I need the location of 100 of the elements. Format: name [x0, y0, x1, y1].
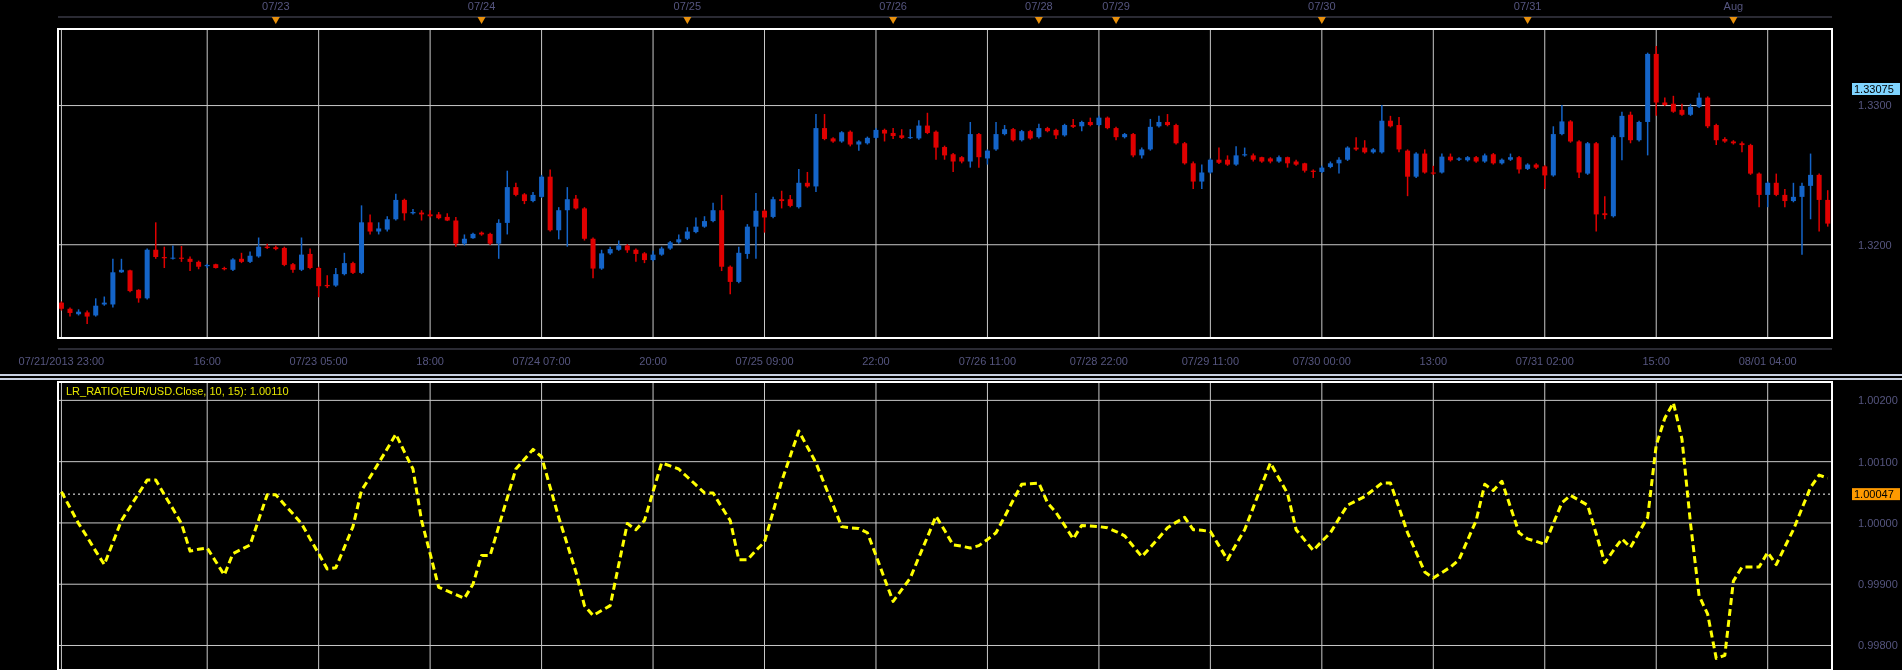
candlestick — [1413, 151, 1419, 179]
candlestick — [1190, 160, 1196, 190]
candlestick — [1756, 171, 1762, 208]
candlestick — [822, 113, 828, 141]
x-tick-label: 15:00 — [1642, 355, 1670, 367]
candlestick — [727, 264, 733, 295]
candlestick — [401, 197, 407, 222]
x-tick-label: 07/26 11:00 — [958, 355, 1017, 367]
candlestick — [1602, 195, 1608, 221]
category-label: 07/24 — [467, 0, 496, 12]
candlestick — [916, 119, 922, 141]
category-label: Aug — [1723, 0, 1744, 12]
candlestick — [762, 208, 768, 234]
candlestick — [1542, 164, 1548, 190]
candlestick — [924, 112, 930, 135]
candlestick — [693, 216, 699, 235]
candlestick — [316, 265, 322, 298]
candlestick — [1199, 163, 1205, 190]
candlestick — [1636, 119, 1642, 143]
x-tick-label: 08/01 04:00 — [1738, 355, 1797, 367]
candlestick — [393, 193, 399, 222]
category-label: 07/30 — [1308, 0, 1336, 12]
candlestick — [564, 186, 570, 248]
category-label: 07/25 — [673, 0, 702, 12]
candlestick — [1439, 152, 1445, 175]
candlestick — [993, 121, 999, 152]
candlestick — [1808, 152, 1814, 221]
text: 1.33075 — [1854, 82, 1894, 95]
y-tick-label: 1.3300 — [1858, 99, 1892, 112]
ref-line-label: 1.00047 — [1854, 487, 1894, 500]
candlestick — [333, 267, 339, 288]
candlestick — [496, 218, 502, 260]
x-tick-label: 20:00 — [639, 355, 667, 367]
candlestick — [1825, 189, 1831, 228]
candlestick — [539, 174, 545, 199]
chart-title: LR_RATIO(EUR/USD.Close, 10, 15): 1.00110 — [66, 385, 289, 397]
candlestick — [367, 213, 373, 236]
candlestick — [890, 127, 896, 140]
candlestick — [1070, 118, 1076, 129]
candlestick — [341, 252, 347, 277]
candlestick — [93, 297, 99, 318]
candlestick — [299, 236, 305, 272]
candlestick — [1782, 188, 1788, 208]
candlestick — [256, 236, 262, 259]
candlestick — [710, 202, 716, 224]
candlestick — [933, 129, 939, 161]
candlestick — [633, 247, 639, 263]
category-label: 07/26 — [879, 0, 907, 12]
candlestick — [676, 233, 682, 245]
candlestick — [1713, 123, 1719, 146]
candlestick — [307, 247, 313, 270]
x-tick-label: 07/28 22:00 — [1069, 355, 1128, 367]
candlestick — [950, 152, 956, 173]
candlestick — [1619, 110, 1625, 162]
candlestick — [1739, 140, 1745, 154]
candlestick — [1799, 182, 1805, 256]
category-label: 07/23 — [262, 0, 290, 12]
candlestick — [599, 249, 605, 271]
candlestick — [753, 192, 759, 260]
candlestick — [1130, 132, 1136, 158]
candlestick — [1233, 145, 1239, 167]
candlestick — [453, 216, 459, 248]
x-tick-label: 13:00 — [1419, 355, 1448, 367]
candlestick — [427, 209, 433, 219]
candlestick — [1765, 180, 1771, 208]
candlestick — [153, 221, 159, 260]
candlestick — [281, 245, 287, 267]
y-tick-label: 1.00100 — [1858, 455, 1898, 468]
candlestick — [1773, 172, 1779, 197]
candlestick — [187, 255, 193, 272]
y-tick-label: 1.00000 — [1858, 516, 1898, 529]
candlestick — [1559, 104, 1565, 137]
category-label: 07/29 — [1102, 0, 1130, 12]
candlestick — [1147, 118, 1153, 152]
x-tick-label: 07/23 05:00 — [289, 355, 348, 367]
x-tick-label: 16:00 — [193, 355, 221, 367]
candlestick — [1790, 182, 1796, 204]
candlestick — [770, 196, 776, 219]
candlestick — [1216, 146, 1222, 165]
x-tick-label: 07/21/2013 23:00 — [18, 355, 105, 367]
candlestick — [1422, 148, 1428, 175]
x-tick-label: 22:00 — [862, 355, 890, 367]
x-tick-label: 07/25 09:00 — [735, 355, 794, 367]
y-tick-label: 1.00200 — [1858, 394, 1898, 407]
candlestick — [170, 244, 176, 261]
x-tick-label: 07/31 02:00 — [1515, 355, 1574, 367]
candlestick — [556, 206, 562, 241]
candlestick — [1173, 123, 1179, 146]
candlestick — [976, 132, 982, 169]
candlestick — [1182, 141, 1188, 166]
y-tick-label: 1.3200 — [1858, 238, 1892, 251]
y-tick-label: 0.99900 — [1858, 578, 1898, 591]
candlestick — [1567, 119, 1573, 144]
x-tick-label: 07/24 07:00 — [512, 355, 571, 367]
category-label: 07/31 — [1513, 0, 1542, 12]
x-tick-label: 07/30 00:00 — [1292, 355, 1351, 367]
x-tick-label: 18:00 — [416, 355, 444, 367]
x-tick-label: 07/29 11:00 — [1181, 355, 1240, 367]
line-series — [59, 401, 1830, 660]
y-tick-label: 0.99800 — [1858, 639, 1898, 652]
